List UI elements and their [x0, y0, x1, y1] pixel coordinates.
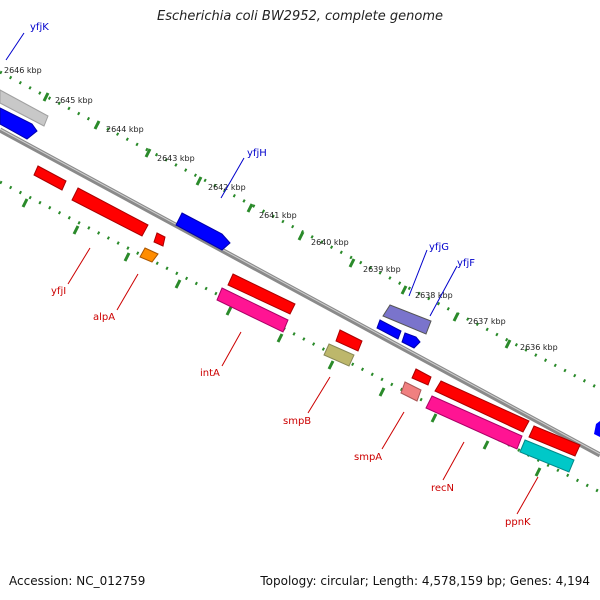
gene-label-yfjI: yfjI	[51, 286, 66, 297]
gene-recN-arrow[interactable]	[434, 380, 530, 433]
kbp-label: 2638 kbp	[415, 291, 453, 300]
gene-alpA-arrow[interactable]	[139, 247, 159, 263]
gene-label-intA: intA	[200, 368, 220, 379]
gene-recN-arrow[interactable]	[425, 395, 523, 450]
callout-lines	[5, 32, 539, 515]
gene-label-smpB: smpB	[283, 416, 311, 427]
gene-label-yfjG: yfjG	[429, 242, 449, 253]
feature-grey-upper[interactable]	[0, 89, 49, 127]
gene-ppnK-arrow[interactable]	[528, 425, 581, 457]
gene-intA-arrow[interactable]	[227, 273, 296, 315]
genome-backbone-highlight	[0, 128, 600, 455]
gene-yfjI-arrow[interactable]	[71, 187, 149, 237]
kbp-label: 2636 kbp	[520, 343, 558, 352]
gene-label-yfjF: yfjF	[457, 258, 475, 269]
gene-labels: yfjK yfjH yfjG yfjF yfjI alpA intA smpB …	[30, 22, 531, 528]
gene-label-recN: recN	[431, 483, 454, 494]
gene-smpA-arrow[interactable]	[411, 368, 432, 386]
gene-intA-arrow[interactable]	[216, 287, 289, 333]
gene-yfjG-arrow[interactable]	[376, 319, 402, 340]
kbp-label: 2639 kbp	[363, 265, 401, 274]
gene-label-yfjH: yfjH	[247, 148, 267, 159]
genome-backbone	[0, 127, 600, 458]
gene-label-smpA: smpA	[354, 452, 382, 463]
gene-yfjH-arrow[interactable]	[175, 212, 231, 251]
gene-smpB-arrow[interactable]	[323, 343, 355, 367]
gene-yfjI-arrow[interactable]	[33, 165, 67, 191]
kbp-label: 2646 kbp	[4, 66, 42, 75]
gene-label-yfjK: yfjK	[30, 22, 49, 33]
gene-label-alpA: alpA	[93, 312, 115, 323]
gene-smpA-arrow[interactable]	[400, 381, 422, 402]
kbp-label: 2644 kbp	[106, 125, 144, 134]
kbp-label: 2640 kbp	[311, 238, 349, 247]
kbp-label: 2637 kbp	[468, 317, 506, 326]
major-ticks	[21, 92, 542, 477]
kbp-label: 2643 kbp	[157, 154, 195, 163]
accession-text: Accession: NC_012759	[9, 574, 146, 588]
gene-smpB-arrow[interactable]	[335, 329, 363, 352]
genome-summary-text: Topology: circular; Length: 4,578,159 bp…	[260, 574, 590, 588]
forward-features	[0, 89, 600, 437]
map-title: Escherichia coli BW2952, complete genome	[157, 9, 443, 24]
kbp-label: 2645 kbp	[55, 96, 93, 105]
gene-label-ppnK: ppnK	[505, 517, 531, 528]
gene-ppnK-arrow[interactable]	[519, 439, 575, 473]
gene-alpA-arrow[interactable]	[153, 232, 166, 247]
gene-yfjF-arrow[interactable]	[401, 332, 421, 349]
kbp-label: 2641 kbp	[259, 211, 297, 220]
reverse-features	[33, 165, 581, 473]
gene-yfjG-arrow[interactable]	[382, 304, 432, 335]
feature-blue-edge[interactable]	[594, 421, 600, 437]
gene-yfjK-arrow[interactable]	[0, 107, 38, 140]
